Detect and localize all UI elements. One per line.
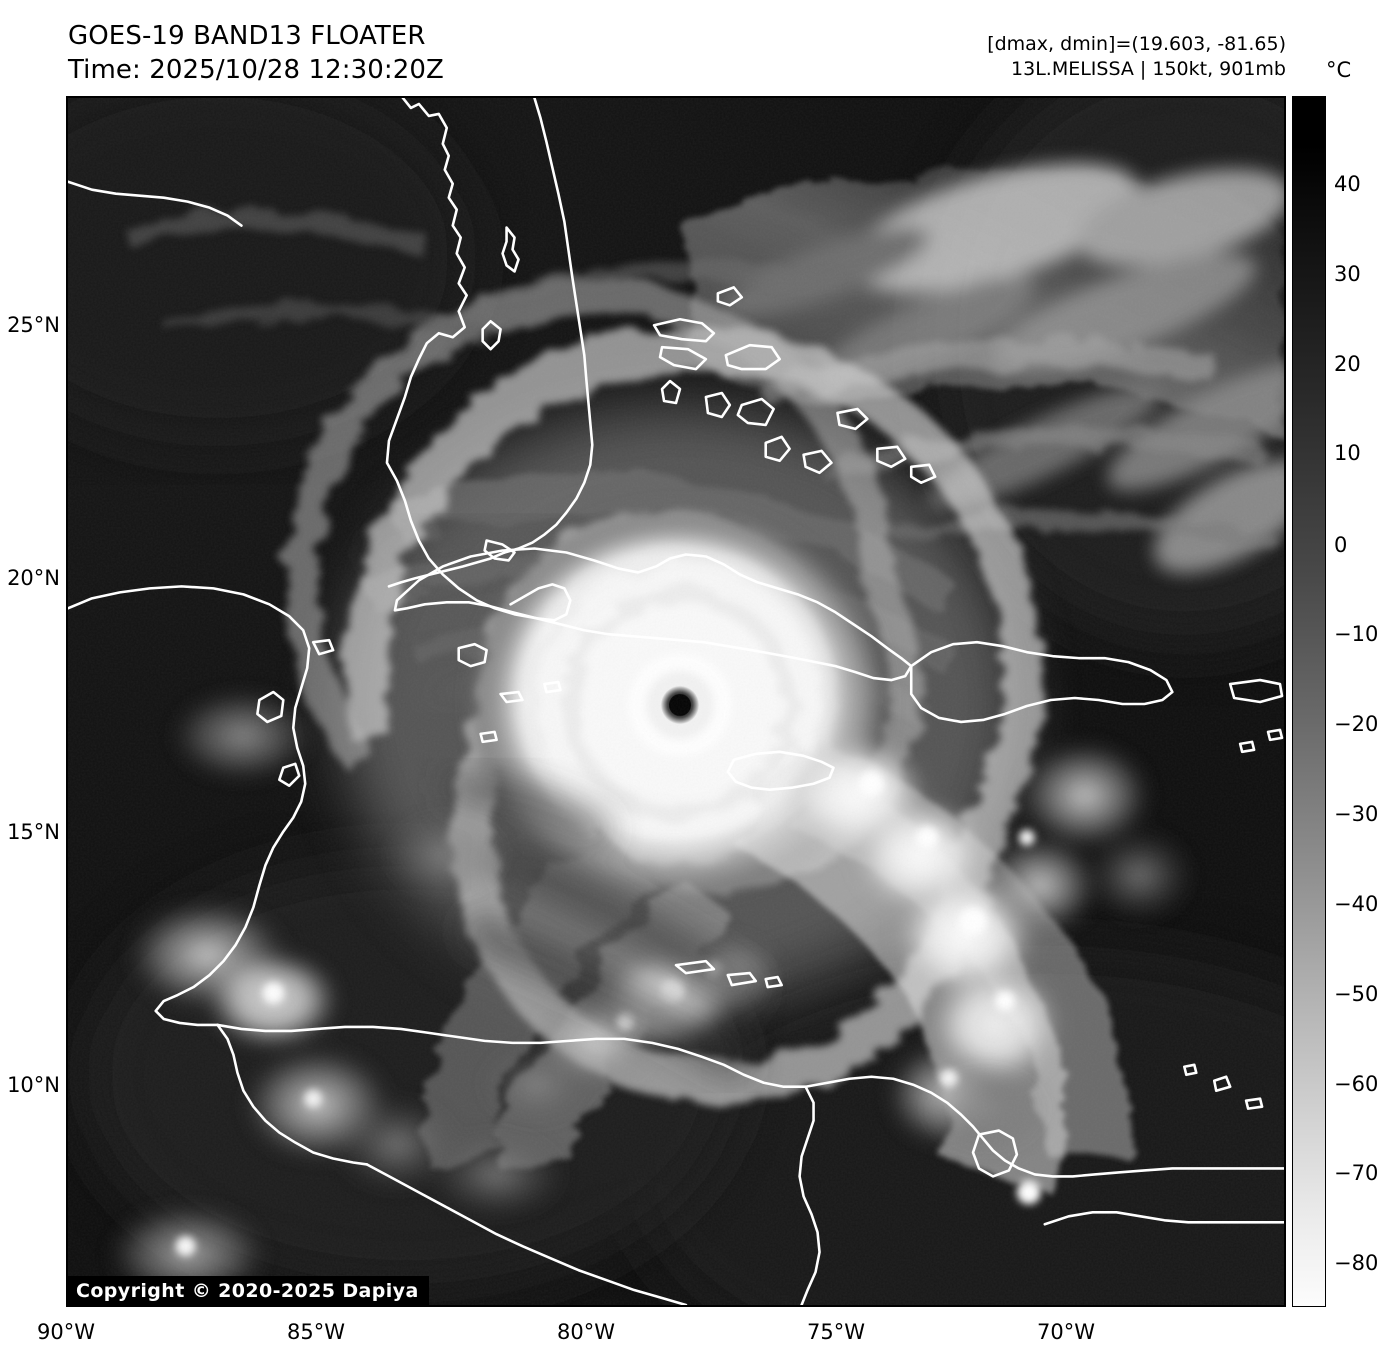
title-block: GOES-19 BAND13 FLOATER Time: 2025/10/28 … [68, 20, 444, 88]
coastline-small-islands [1183, 728, 1284, 1110]
coastline-belize-guat [216, 1023, 369, 1166]
coastline-charlotte-harbor [481, 319, 502, 351]
y-tick-15n: 15°N [7, 820, 60, 844]
timestamp-label: Time: 2025/10/28 12:30:20Z [68, 54, 444, 85]
coastline-yucatan-bay [256, 690, 285, 724]
coastline-florida-keys [387, 551, 506, 588]
colorbar-tick-10: 10 [1334, 441, 1361, 465]
y-tick-25n: 25°N [7, 313, 60, 337]
coastline-central-america [216, 1023, 1284, 1178]
colorbar-tick-m20: −20 [1334, 712, 1379, 736]
coastline-gulf-nw [68, 180, 243, 227]
coastline-hispaniola [909, 640, 1174, 724]
dmax-dmin-label: [dmax, dmin]=(19.603, -81.65) [987, 33, 1286, 55]
storm-info-label: 13L.MELISSA | 150kt, 901mb [1011, 57, 1286, 80]
x-tick-85w: 85°W [287, 1320, 345, 1344]
y-tick-10n: 10°N [7, 1073, 60, 1097]
x-tick-75w: 75°W [807, 1320, 865, 1344]
coastline-puerto-rico [1228, 678, 1284, 704]
colorbar-tick-30: 30 [1334, 262, 1361, 286]
satellite-image-plot [66, 96, 1286, 1307]
colorbar-tick-m40: −40 [1334, 892, 1379, 916]
coastline-cayman-islands [479, 680, 562, 744]
coastline-yucatan [68, 585, 311, 1027]
sensor-noise [68, 98, 1284, 1305]
colorbar-tick-m70: −70 [1334, 1161, 1379, 1185]
colorbar-tick-m10: −10 [1334, 622, 1379, 646]
coastline-overlay [68, 98, 1284, 1305]
coastline-chetumal [278, 762, 301, 788]
colorbar-tick-m60: −60 [1334, 1072, 1379, 1096]
colorbar-unit-label: °C [1326, 58, 1352, 82]
coastline-guatemala-pacific [365, 1163, 688, 1305]
y-tick-20n: 20°N [7, 566, 60, 590]
colorbar-tick-m80: −80 [1334, 1251, 1379, 1275]
colorbar-tick-m50: −50 [1334, 982, 1379, 1006]
coastline-isla-juventud [457, 642, 488, 668]
colorbar-tick-20: 20 [1334, 352, 1361, 376]
metadata-block: [dmax, dmin]=(19.603, -81.65) 13L.MELISS… [987, 32, 1286, 81]
coastline-bahamas [652, 286, 937, 485]
coastline-jamaica [726, 750, 835, 792]
coastline-tampa-bay [501, 226, 520, 273]
satellite-image-canvas [68, 98, 1284, 1305]
colorbar-tick-40: 40 [1334, 172, 1361, 196]
colorbar-tick-m30: −30 [1334, 802, 1379, 826]
coastline-cuba [393, 547, 913, 682]
coastline-cozumel [311, 638, 335, 656]
coastline-florida-east [503, 98, 594, 554]
x-tick-90w: 90°W [37, 1320, 95, 1344]
coastline-florida-bay [483, 539, 516, 562]
x-tick-70w: 70°W [1037, 1320, 1095, 1344]
coastline-isthmus [798, 1085, 821, 1305]
x-tick-80w: 80°W [557, 1320, 615, 1344]
colorbar-tick-0: 0 [1334, 533, 1348, 557]
copyright-watermark: Copyright © 2020-2025 Dapiya [66, 1276, 429, 1307]
coastline-south-america [1043, 1211, 1284, 1226]
coastline-bay-islands [674, 959, 783, 989]
page-title: GOES-19 BAND13 FLOATER [68, 21, 426, 51]
coastline-lake-nicaragua [971, 1129, 1019, 1178]
temperature-colorbar [1292, 96, 1326, 1307]
